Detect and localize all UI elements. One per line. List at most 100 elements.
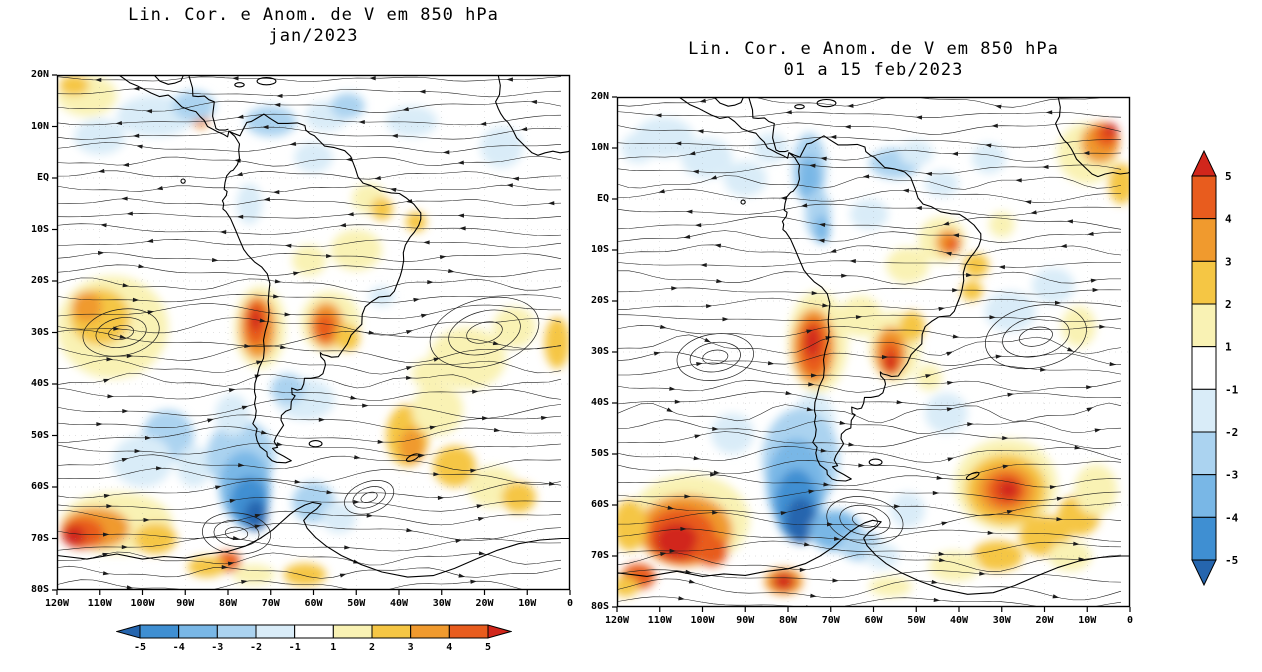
colorbar-tick-label: 2: [369, 642, 375, 653]
panel-header: Lin. Cor. e Anom. de V em 850 hPa 01 a 1…: [617, 39, 1130, 80]
colorbar-tick-label: -3: [1225, 469, 1238, 482]
lon-tick-label: 30W: [992, 615, 1011, 626]
lat-tick-label: 80S: [590, 601, 609, 612]
streamline-arrows: [653, 98, 1117, 607]
colorbar-tick-label: -2: [250, 642, 262, 653]
lon-tick-label: 50W: [347, 598, 366, 609]
lon-tick-label: 40W: [389, 598, 409, 609]
lon-tick-label: 60W: [864, 615, 883, 626]
colorbar-segment: [1191, 260, 1217, 305]
colorbar-tick-label: -1: [289, 642, 301, 653]
colorbar-tick-label: 3: [1225, 255, 1232, 268]
lat-tick-label: 30S: [30, 326, 49, 338]
lon-tick-label: 50W: [907, 615, 926, 626]
colorbar-horizontal-canvas: -5 -4 -3 -2 -1 1 2 3 4 5: [115, 624, 513, 653]
colorbar-segment: [1191, 474, 1217, 518]
lat-tick-label: 20S: [30, 275, 49, 286]
colorbar-tick-label: -5: [134, 642, 146, 653]
panel-header: Lin. Cor. e Anom. de V em 850 hPa jan/20…: [57, 5, 570, 46]
lon-tick-label: 40W: [949, 615, 969, 626]
colorbar-segment: [1191, 303, 1217, 348]
colorbar-arrow-up: [1191, 149, 1217, 177]
map-title: Lin. Cor. e Anom. de V em 850 hPa: [688, 39, 1059, 59]
lat-tick-label: EQ: [36, 172, 49, 183]
map-subtitle: 01 a 15 feb/2023: [783, 60, 964, 80]
axis-ticks: [52, 74, 571, 595]
colorbar-tick-label: -3: [211, 642, 223, 653]
lon-tick-label: 10W: [518, 598, 537, 609]
lon-tick-label: 110W: [87, 598, 112, 609]
colorbar-segment: [1191, 516, 1217, 561]
vortex-layer: [82, 296, 540, 555]
lon-tick-label: 70W: [261, 598, 280, 609]
map-frame: [616, 96, 1131, 608]
lat-tick-label: 10N: [590, 142, 609, 153]
colorbar-vertical-canvas: 5 4 3 2 1 -1 -2 -3 -4 -5: [1191, 149, 1239, 587]
lon-tick-label: 120W: [44, 598, 70, 609]
lat-tick-label: 80S: [30, 584, 49, 595]
lon-tick-label: 100W: [690, 615, 715, 626]
lon-tick-label: 90W: [736, 615, 755, 626]
lon-tick-label: 20W: [1035, 615, 1054, 626]
map-canvas-feb: [612, 96, 1131, 612]
colorbar-tick-label: 5: [485, 642, 491, 653]
lat-tick-label: 20N: [30, 69, 49, 80]
lat-tick-label: 40S: [30, 378, 49, 389]
colorbar-segment: [1191, 218, 1217, 262]
lon-tick-label: 30W: [432, 598, 451, 609]
lat-tick-label: EQ: [596, 193, 609, 204]
colorbar-tick-label: 4: [446, 642, 452, 653]
lon-tick-label: 80W: [778, 615, 798, 626]
colorbar-horizontal: -5 -4 -3 -2 -1 1 2 3 4 5: [115, 624, 513, 662]
streamline-layer: [57, 76, 562, 590]
colorbar-arrow-right: [487, 624, 513, 639]
colorbar-arrow-down: [1191, 559, 1217, 587]
vortex-layer: [676, 304, 1087, 545]
colorbar-tick-label: 2: [1225, 298, 1232, 311]
colorbar-segment: [1191, 431, 1217, 476]
lat-tick-label: 50S: [590, 448, 609, 459]
lat-tick-label: 10N: [30, 120, 49, 132]
lat-tick-label: 20S: [590, 295, 609, 306]
colorbar-tick-label: -4: [173, 642, 185, 653]
lon-tick-label: 100W: [130, 598, 155, 609]
colorbar-tick-label: -1: [1225, 383, 1239, 396]
map-title: Lin. Cor. e Anom. de V em 850 hPa: [128, 5, 499, 25]
lat-tick-label: 50S: [30, 429, 49, 441]
lon-tick-label: 120W: [604, 615, 630, 626]
lat-tick-label: 60S: [30, 481, 49, 492]
streamline-arrows: [94, 76, 556, 590]
colorbar-vertical: 5 4 3 2 1 -1 -2 -3 -4 -5: [1190, 149, 1254, 590]
map-subtitle: jan/2023: [268, 26, 359, 46]
lat-tick-label: 30S: [590, 346, 609, 357]
lon-tick-label: 70W: [821, 615, 840, 626]
coastline-layer: [57, 75, 570, 578]
colorbar-segment: [1191, 388, 1217, 433]
map-frame: [56, 74, 571, 591]
colorbar-tick-label: 3: [408, 642, 414, 653]
lon-tick-label: 80W: [218, 598, 238, 609]
lat-tick-label: 70S: [30, 532, 49, 544]
colorbar-tick-label: -2: [1225, 426, 1238, 439]
anomaly-fill-layer: [57, 75, 570, 586]
lon-tick-label: 110W: [647, 615, 672, 626]
lat-tick-label: 70S: [590, 550, 609, 561]
lat-tick-label: 40S: [590, 397, 609, 408]
colorbar-segment: [1191, 175, 1217, 220]
axis-ticks: [612, 96, 1131, 612]
colorbar-tick-label: -5: [1225, 554, 1238, 567]
lat-tick-label: 10S: [30, 223, 49, 235]
lat-tick-label: 20N: [590, 91, 609, 102]
colorbar-tick-label: 4: [1225, 213, 1232, 226]
colorbar-tick-label: 1: [1225, 341, 1232, 354]
colorbar-tick-label: -4: [1225, 511, 1239, 524]
lon-tick-label: 90W: [176, 598, 195, 609]
lon-tick-label: 0: [1126, 615, 1134, 626]
colorbar-tick-label: 5: [1225, 170, 1232, 183]
lat-tick-label: 10S: [590, 244, 609, 255]
coastline-layer: [617, 97, 1130, 595]
lon-tick-label: 10W: [1078, 615, 1097, 626]
colorbar-tick-label: 1: [330, 642, 336, 653]
